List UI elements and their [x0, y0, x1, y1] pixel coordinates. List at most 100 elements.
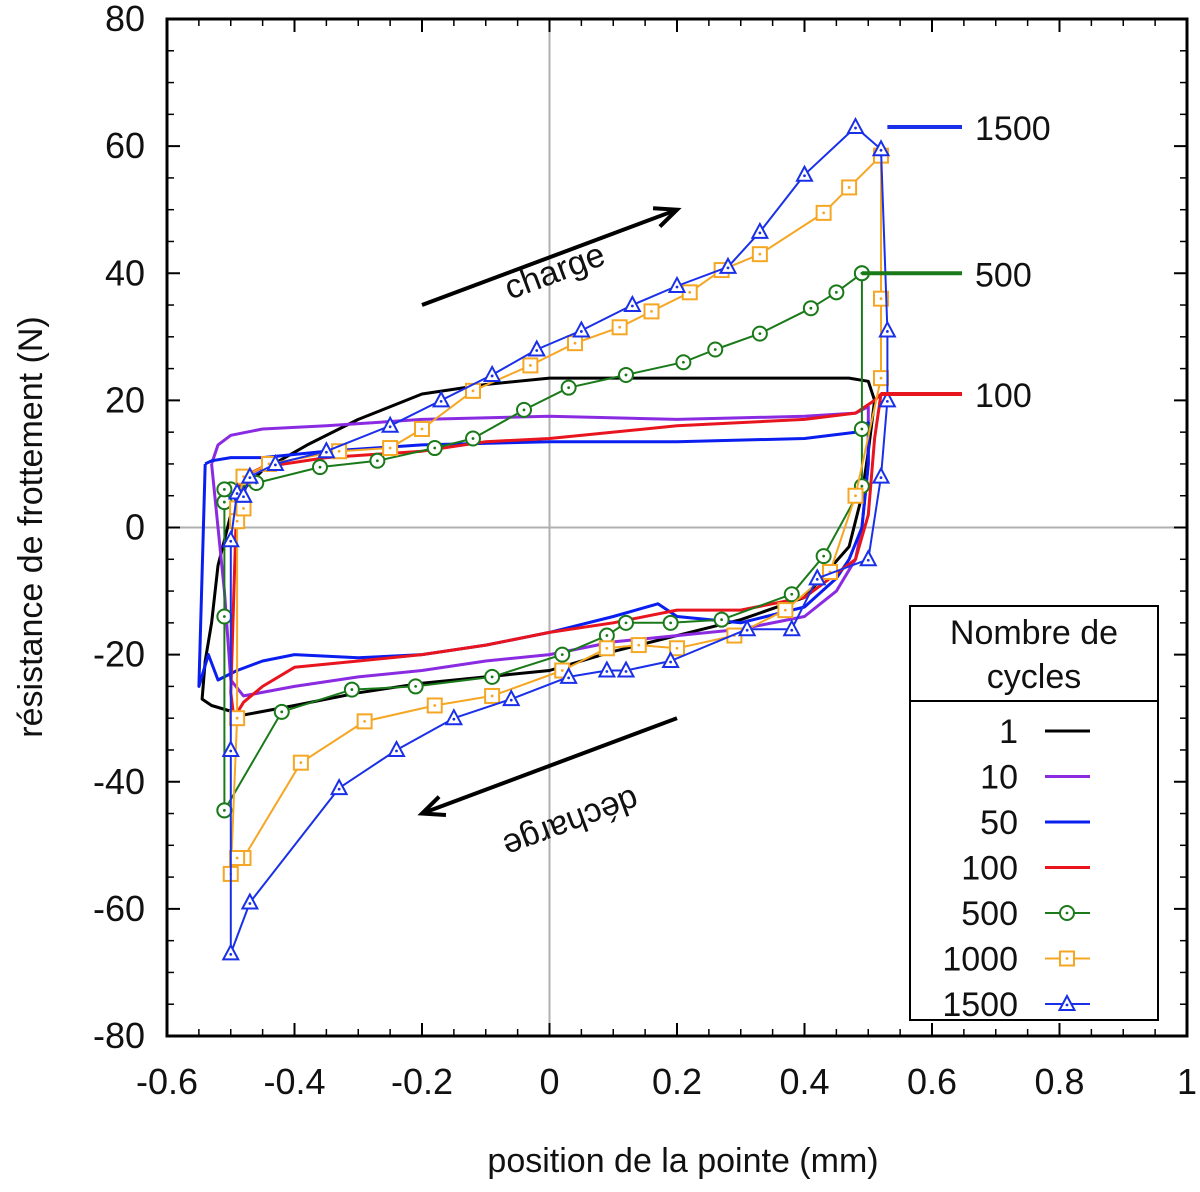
y-tick-label: 20 [105, 379, 145, 420]
legend-label-100: 100 [961, 850, 1018, 888]
point-500-20-dot [790, 592, 794, 596]
x-tick-label: 0.8 [1034, 1061, 1084, 1102]
point-500-9-dot [624, 373, 628, 377]
point-1000-25-dot [605, 646, 609, 650]
point-1500-32 [221, 943, 240, 961]
x-tick-label: 0.4 [779, 1061, 829, 1102]
point-1500-1 [240, 466, 260, 484]
point-500-4-dot [375, 459, 379, 463]
point-500-32-dot [222, 615, 226, 618]
point-1500-13 [795, 164, 814, 182]
annotation-arrow-1 [421, 716, 678, 816]
point-500-10-dot [681, 360, 685, 364]
point-500-17-dot [860, 427, 864, 431]
point-1000-3-dot [337, 449, 341, 453]
point-500-28-dot [350, 688, 354, 691]
series-500 [216, 265, 870, 819]
series-1 [200, 376, 877, 717]
legend-label-500: 500 [961, 895, 1018, 933]
point-1500-31 [240, 892, 260, 910]
legend-marker-1000-dot [1065, 957, 1069, 960]
point-1500-5-dot [439, 399, 443, 403]
point-1500-8-dot [579, 330, 583, 333]
x-tick-label: -0.2 [391, 1061, 453, 1102]
point-1500-3 [317, 441, 336, 459]
point-1500-24 [616, 660, 636, 678]
point-1500-2-dot [273, 463, 277, 467]
point-1500-2 [266, 453, 285, 471]
point-1500-19 [859, 549, 878, 567]
y-tick-label: 80 [105, 0, 145, 39]
point-1500-7-dot [535, 349, 539, 352]
x-tick-label: -0.6 [136, 1061, 198, 1102]
point-1500-12 [750, 221, 770, 239]
point-500-5-dot [433, 446, 437, 450]
point-1000-32-dot [235, 856, 239, 860]
point-1000-13-dot [758, 252, 762, 256]
point-1000-9-dot [618, 325, 622, 329]
point-1000-23-dot [675, 646, 679, 650]
x-tick-label: -0.4 [263, 1061, 325, 1102]
series-line-1 [200, 376, 877, 717]
point-1000-27-dot [490, 694, 494, 698]
point-1500-7 [527, 339, 546, 357]
zero-grid-lines [167, 19, 1187, 1036]
end-labels-group: 1500 500 100 [861, 110, 1051, 415]
point-500-11-dot [713, 348, 717, 351]
point-1500-33 [221, 739, 240, 757]
point-1500-9 [623, 294, 642, 313]
point-1000-11-dot [688, 290, 692, 294]
end-label-500: 500 [975, 256, 1032, 294]
annotation-arrowhead-1 [417, 795, 447, 818]
point-1500-36-dot [242, 495, 245, 499]
point-1000-18-dot [879, 376, 883, 380]
point-1000-7-dot [528, 364, 532, 367]
point-500-18-dot [860, 484, 864, 488]
point-1000-6-dot [471, 389, 475, 393]
point-1000-36-dot [242, 507, 245, 510]
point-1500-34-dot [229, 539, 233, 543]
x-tick-label: 0 [539, 1061, 559, 1102]
point-1000-30-dot [299, 761, 303, 765]
point-500-6-dot [471, 437, 475, 440]
point-500-3-dot [318, 465, 322, 469]
point-1000-29-dot [363, 719, 367, 723]
point-1500-16-dot [885, 330, 889, 333]
x-tick-label: 1 [1177, 1061, 1197, 1102]
point-1500-14 [846, 116, 865, 135]
point-500-27-dot [414, 685, 418, 688]
point-1000-10-dot [650, 309, 653, 313]
point-500-26-dot [490, 675, 494, 679]
legend-label-1000: 1000 [942, 941, 1018, 979]
tick-labels-group: -0.6 -0.4 -0.2 0 0.2 0.4 0.6 0.8 1 80 60 40 20 0 -20 -4… [93, 0, 1197, 1102]
point-1500-4-dot [388, 425, 392, 429]
point-1500-17-dot [885, 399, 889, 403]
series-line-50 [197, 421, 870, 688]
legend-marker-500-dot [1065, 911, 1069, 915]
point-1500-19-dot [866, 558, 870, 562]
point-1500-20 [808, 568, 827, 586]
point-1500-18 [871, 466, 891, 484]
point-1500-28 [444, 708, 464, 726]
point-1000-5-dot [420, 427, 424, 431]
point-1500-32-dot [229, 952, 233, 956]
point-1000-26-dot [560, 669, 564, 672]
point-500-21-dot [720, 618, 724, 622]
point-1500-29-dot [395, 749, 398, 753]
y-tick-label: 60 [105, 125, 145, 166]
plot-frame [165, 17, 1189, 1038]
point-1000-17-dot [879, 297, 883, 301]
point-1500-31-dot [248, 902, 252, 905]
legend-label-50: 50 [980, 804, 1018, 842]
point-500-34-dot [222, 487, 226, 491]
point-1000-19-dot [854, 494, 857, 498]
point-1500-23 [661, 650, 680, 668]
y-tick-label: -20 [93, 634, 145, 675]
series-1500 [221, 116, 897, 961]
y-tick-label: -60 [93, 888, 145, 929]
point-1500-24-dot [624, 670, 628, 673]
point-500-33-dot [222, 500, 226, 504]
legend-label-1500: 1500 [942, 986, 1018, 1024]
point-1500-4 [380, 415, 400, 433]
